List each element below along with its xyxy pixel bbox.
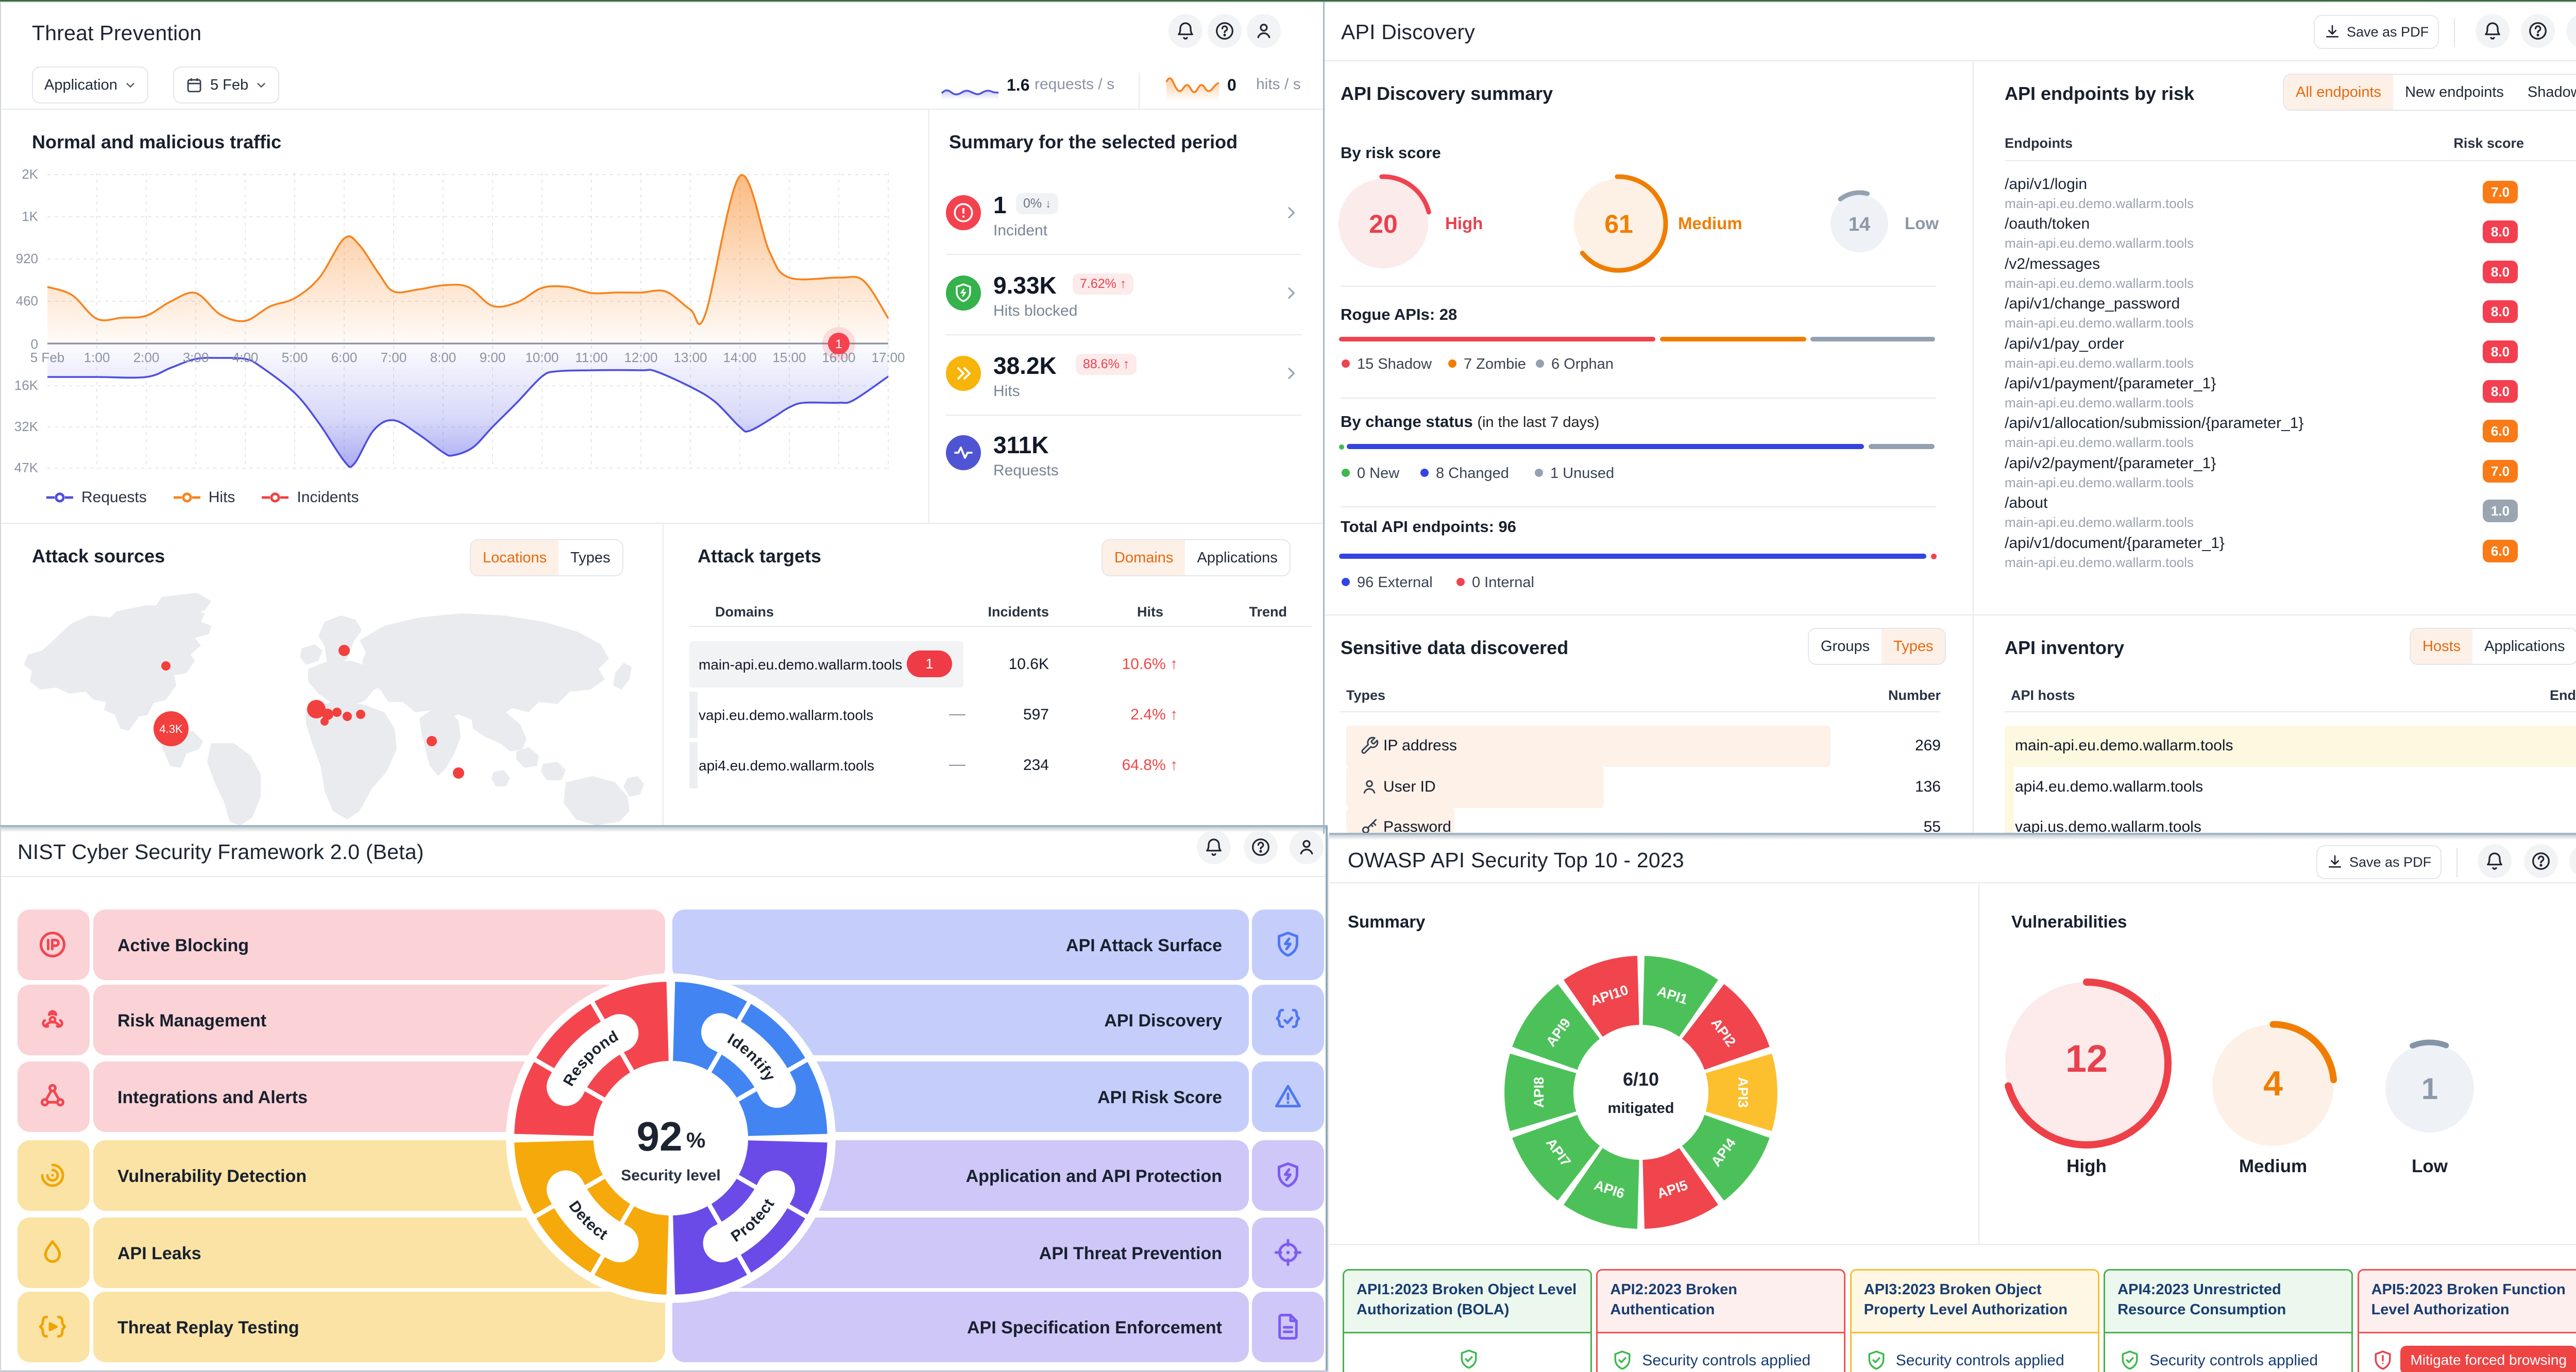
svg-text:20: 20 xyxy=(1369,210,1398,238)
svg-text:API8: API8 xyxy=(1531,1077,1547,1108)
svg-text:14: 14 xyxy=(1849,214,1870,235)
svg-text:1: 1 xyxy=(835,337,842,351)
svg-text:1K: 1K xyxy=(22,209,38,224)
svg-text:5 Feb: 5 Feb xyxy=(30,350,65,365)
svg-text:1: 1 xyxy=(2421,1072,2438,1106)
svg-text:6:00: 6:00 xyxy=(331,350,358,365)
svg-text:6/10: 6/10 xyxy=(1623,1069,1659,1090)
svg-text:92: 92 xyxy=(637,1113,683,1159)
svg-text:4.3K: 4.3K xyxy=(159,723,183,735)
svg-text:12:00: 12:00 xyxy=(624,350,657,365)
svg-text:API3: API3 xyxy=(1735,1077,1751,1108)
svg-text:920: 920 xyxy=(16,251,38,266)
svg-text:13:00: 13:00 xyxy=(673,350,707,365)
svg-text:47K: 47K xyxy=(14,460,39,473)
svg-text:15:00: 15:00 xyxy=(772,350,806,365)
svg-text:16K: 16K xyxy=(14,378,39,393)
svg-text:4:00: 4:00 xyxy=(232,350,259,365)
svg-text:Security level: Security level xyxy=(621,1167,720,1184)
svg-text:4: 4 xyxy=(2263,1064,2283,1103)
svg-text:mitigated: mitigated xyxy=(1608,1100,1674,1117)
svg-text:61: 61 xyxy=(1604,210,1633,238)
svg-text:10:00: 10:00 xyxy=(525,350,558,365)
svg-text:460: 460 xyxy=(16,293,38,308)
svg-text:1:00: 1:00 xyxy=(84,350,110,365)
svg-text:0: 0 xyxy=(31,336,38,352)
svg-text:2K: 2K xyxy=(22,166,38,182)
svg-text:17:00: 17:00 xyxy=(871,350,905,365)
svg-text:14:00: 14:00 xyxy=(723,350,756,365)
svg-text:9:00: 9:00 xyxy=(480,350,506,365)
svg-text:7:00: 7:00 xyxy=(381,350,407,365)
svg-text:32K: 32K xyxy=(14,419,39,434)
svg-text:11:00: 11:00 xyxy=(575,350,607,365)
svg-text:8:00: 8:00 xyxy=(430,350,456,365)
svg-text:2:00: 2:00 xyxy=(133,350,160,365)
svg-text:%: % xyxy=(686,1128,705,1152)
svg-text:12: 12 xyxy=(2065,1037,2108,1080)
svg-text:5:00: 5:00 xyxy=(282,350,308,365)
svg-text:3:00: 3:00 xyxy=(183,350,209,365)
